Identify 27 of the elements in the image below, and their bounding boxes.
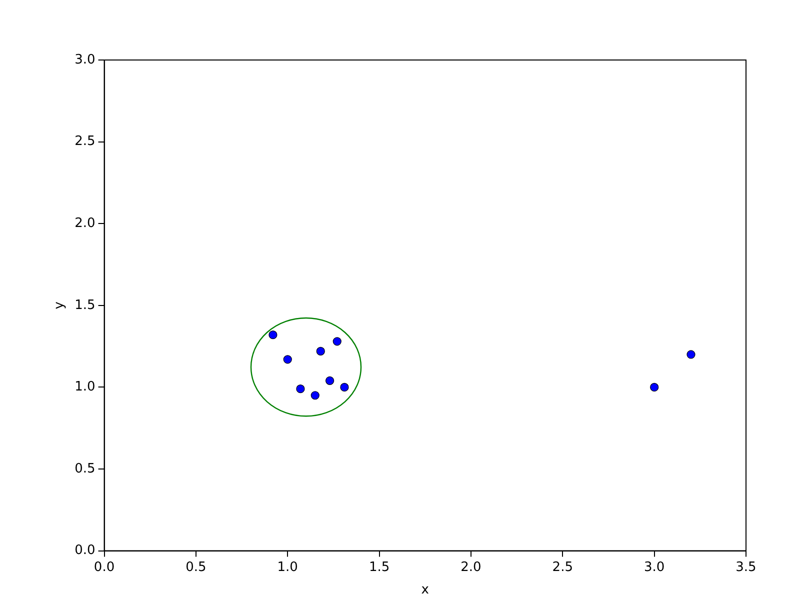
y-tick-label: 3.0 xyxy=(74,52,96,68)
x-tick-label: 3.5 xyxy=(736,560,756,575)
y-tick-label: 2.0 xyxy=(74,216,96,231)
y-tick-label: 0.5 xyxy=(74,461,96,476)
point xyxy=(296,384,305,394)
y-tick-label: 2.5 xyxy=(74,134,96,150)
x-tick-label: 0.5 xyxy=(186,560,206,575)
y-tick-label: 0.0 xyxy=(74,543,96,558)
x-tick-label: 3.0 xyxy=(644,560,665,575)
point xyxy=(268,330,278,340)
point xyxy=(650,382,659,392)
x-tick-label: 1.5 xyxy=(368,560,390,575)
point xyxy=(332,337,342,346)
point xyxy=(340,382,349,392)
x-tick-label: 0.0 xyxy=(94,560,115,575)
x-tick-label: 2.5 xyxy=(552,560,573,575)
point xyxy=(325,376,334,385)
y-tick-label: 1.0 xyxy=(74,380,96,395)
x-axis-title: x xyxy=(421,582,430,598)
point xyxy=(316,346,325,356)
y-axis-title: y xyxy=(52,301,68,310)
point xyxy=(283,355,292,364)
point xyxy=(310,391,320,400)
point xyxy=(686,350,696,359)
x-tick-label: 2.0 xyxy=(460,560,482,575)
x-tick-label: 1.0 xyxy=(277,560,298,575)
y-tick-label: 1.5 xyxy=(74,298,96,313)
